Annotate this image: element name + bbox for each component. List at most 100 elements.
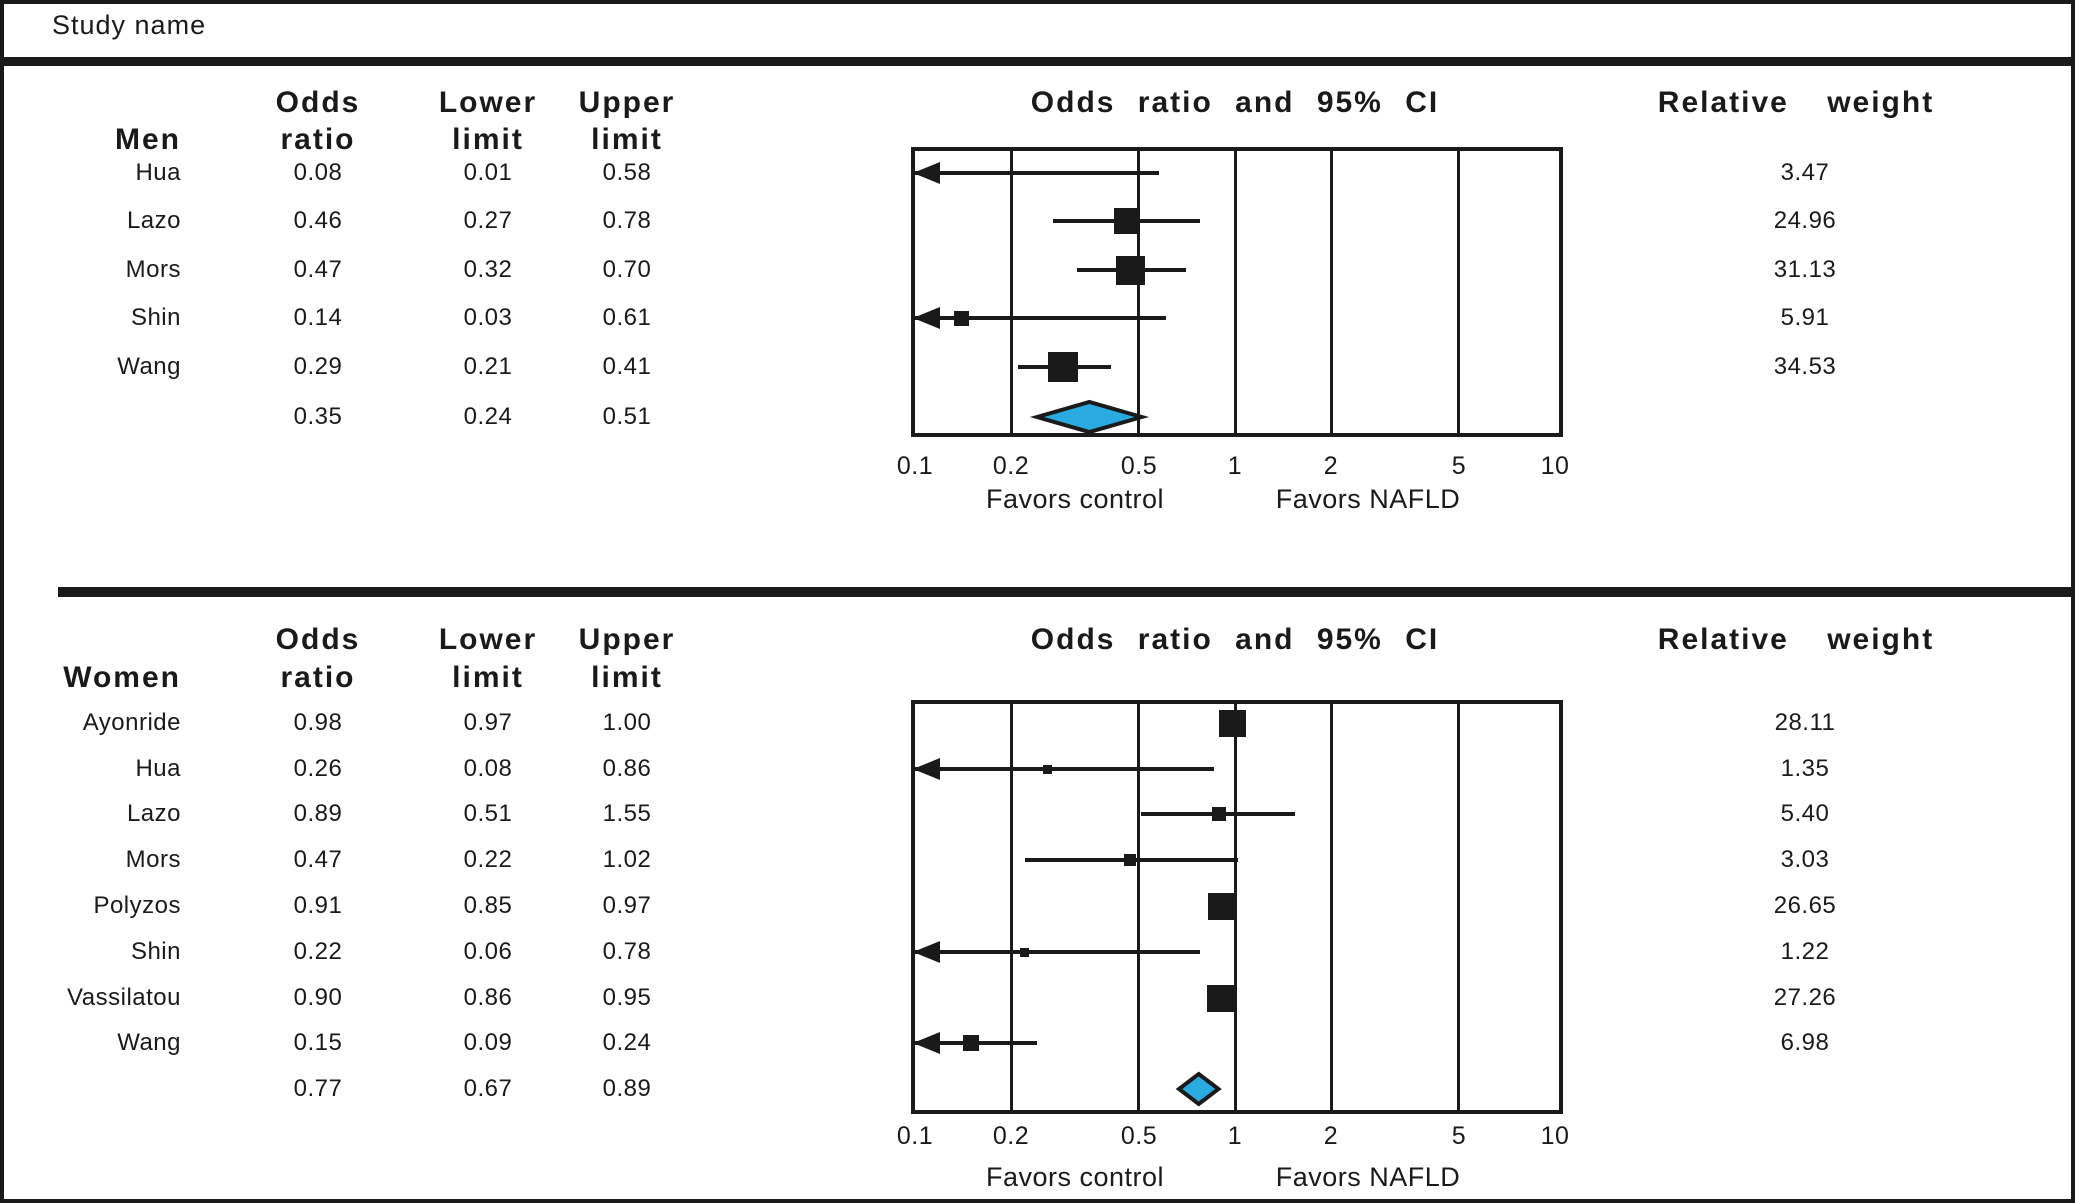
study-name: Lazo (126, 207, 181, 234)
lower-limit-value: 0.22 (463, 846, 513, 873)
odds-ratio-value: 0.08 (293, 159, 343, 186)
lower-limit-value: 0.21 (463, 353, 513, 380)
offscale-left-arrow-icon (913, 162, 940, 184)
axis-tick-label: 5 (1451, 1122, 1467, 1150)
relative-weight-value: 28.11 (1774, 709, 1836, 736)
gridline (1330, 702, 1333, 1110)
relative-weight-value: 27.26 (1773, 984, 1837, 1011)
upper-limit-value: 1.55 (602, 800, 652, 827)
axis-tick-label: 10 (1540, 452, 1570, 480)
column-header-odds: Odds (275, 86, 361, 119)
axis-tick-label: 0.2 (992, 452, 1030, 480)
relative-weight-value: 1.22 (1780, 938, 1830, 965)
summary-upper-limit-value: 0.89 (602, 1075, 652, 1102)
lower-limit-value: 0.27 (463, 207, 513, 234)
study-name: Wang (117, 353, 181, 380)
odds-ratio-value: 0.46 (293, 207, 343, 234)
odds-ratio-value: 0.98 (293, 709, 343, 736)
column-header-upper: Upper (578, 623, 676, 656)
gridline (1457, 702, 1460, 1110)
lower-limit-value: 0.08 (463, 755, 513, 782)
offscale-left-arrow-icon (913, 941, 940, 963)
axis-tick-label: 10 (1540, 1122, 1570, 1150)
column-header-lower: Lower (438, 86, 538, 119)
column-header-upper: limit (591, 661, 663, 694)
lower-limit-value: 0.97 (463, 709, 513, 736)
odds-ratio-square-marker (1116, 256, 1145, 285)
axis-tick-label: 2 (1323, 452, 1339, 480)
column-header-lower: Lower (438, 623, 538, 656)
odds-ratio-value: 0.15 (293, 1029, 343, 1056)
upper-limit-value: 0.97 (602, 892, 652, 919)
study-name: Polyzos (93, 892, 181, 919)
relative-weight-value: 5.91 (1780, 304, 1830, 331)
lower-limit-value: 0.09 (463, 1029, 513, 1056)
gridline (1137, 702, 1140, 1110)
odds-ratio-square-marker (1020, 948, 1029, 957)
lower-limit-value: 0.32 (463, 256, 513, 283)
lower-limit-value: 0.51 (463, 800, 513, 827)
confidence-interval-line (915, 950, 1200, 954)
group-label: Men (115, 123, 181, 156)
odds-ratio-value: 0.47 (293, 256, 343, 283)
axis-tick-label: 5 (1451, 452, 1467, 480)
plot-box (911, 147, 1563, 437)
relative-weight-value: 3.03 (1780, 846, 1830, 873)
odds-ratio-square-marker (963, 1035, 979, 1051)
odds-ratio-value: 0.22 (293, 938, 343, 965)
axis-tick-label: 0.2 (992, 1122, 1030, 1150)
axis-tick-label: 0.1 (896, 452, 934, 480)
study-name: Vassilatou (67, 984, 181, 1011)
group-label: Women (63, 661, 181, 694)
axis-tick-label: 0.1 (896, 1122, 934, 1150)
column-header-upper: Upper (578, 86, 676, 119)
summary-lower-limit-value: 0.24 (463, 403, 513, 430)
study-name: Mors (125, 846, 181, 873)
lower-limit-value: 0.03 (463, 304, 513, 331)
upper-limit-value: 0.95 (602, 984, 652, 1011)
summary-odds-ratio-value: 0.35 (293, 403, 343, 430)
odds-ratio-value: 0.26 (293, 755, 343, 782)
gridline (1010, 149, 1013, 433)
lower-limit-value: 0.85 (463, 892, 513, 919)
odds-ratio-square-marker (1048, 352, 1078, 382)
relative-weight-value: 34.53 (1773, 353, 1837, 380)
confidence-interval-line (915, 316, 1166, 320)
odds-ratio-square-marker (1219, 710, 1246, 737)
odds-ratio-square-marker (1124, 854, 1136, 866)
column-header-odds: ratio (280, 123, 356, 156)
upper-limit-value: 0.24 (602, 1029, 652, 1056)
study-name: Hua (135, 159, 181, 186)
odds-ratio-square-marker (1114, 208, 1140, 234)
column-header-upper: limit (591, 123, 663, 156)
study-name: Wang (117, 1029, 181, 1056)
favors-control-label: Favors control (985, 484, 1165, 514)
gridline (1010, 702, 1013, 1110)
gridline (1457, 149, 1460, 433)
gridline (1137, 149, 1140, 433)
column-header-lower: limit (452, 661, 524, 694)
odds-ratio-square-marker (1207, 985, 1234, 1012)
relative-weight-value: 26.65 (1773, 892, 1837, 919)
study-name: Hua (135, 755, 181, 782)
gridline (1234, 702, 1237, 1110)
offscale-left-arrow-icon (913, 1032, 940, 1054)
lower-limit-value: 0.01 (463, 159, 513, 186)
odds-ratio-square-marker (1043, 765, 1052, 774)
upper-limit-value: 0.41 (602, 353, 652, 380)
summary-odds-ratio-value: 0.77 (293, 1075, 343, 1102)
axis-tick-label: 1 (1227, 1122, 1243, 1150)
column-header-odds: ratio (280, 661, 356, 694)
panel-title: Odds ratio and 95% CI (1030, 86, 1440, 119)
panel-divider (58, 587, 2071, 597)
lower-limit-value: 0.86 (463, 984, 513, 1011)
relative-weight-value: 3.47 (1780, 159, 1830, 186)
relative-weight-value: 6.98 (1780, 1029, 1830, 1056)
upper-limit-value: 0.86 (602, 755, 652, 782)
axis-tick-label: 2 (1323, 1122, 1339, 1150)
odds-ratio-value: 0.47 (293, 846, 343, 873)
confidence-interval-line (915, 171, 1159, 175)
panel-title: Odds ratio and 95% CI (1030, 623, 1440, 656)
summary-upper-limit-value: 0.51 (602, 403, 652, 430)
